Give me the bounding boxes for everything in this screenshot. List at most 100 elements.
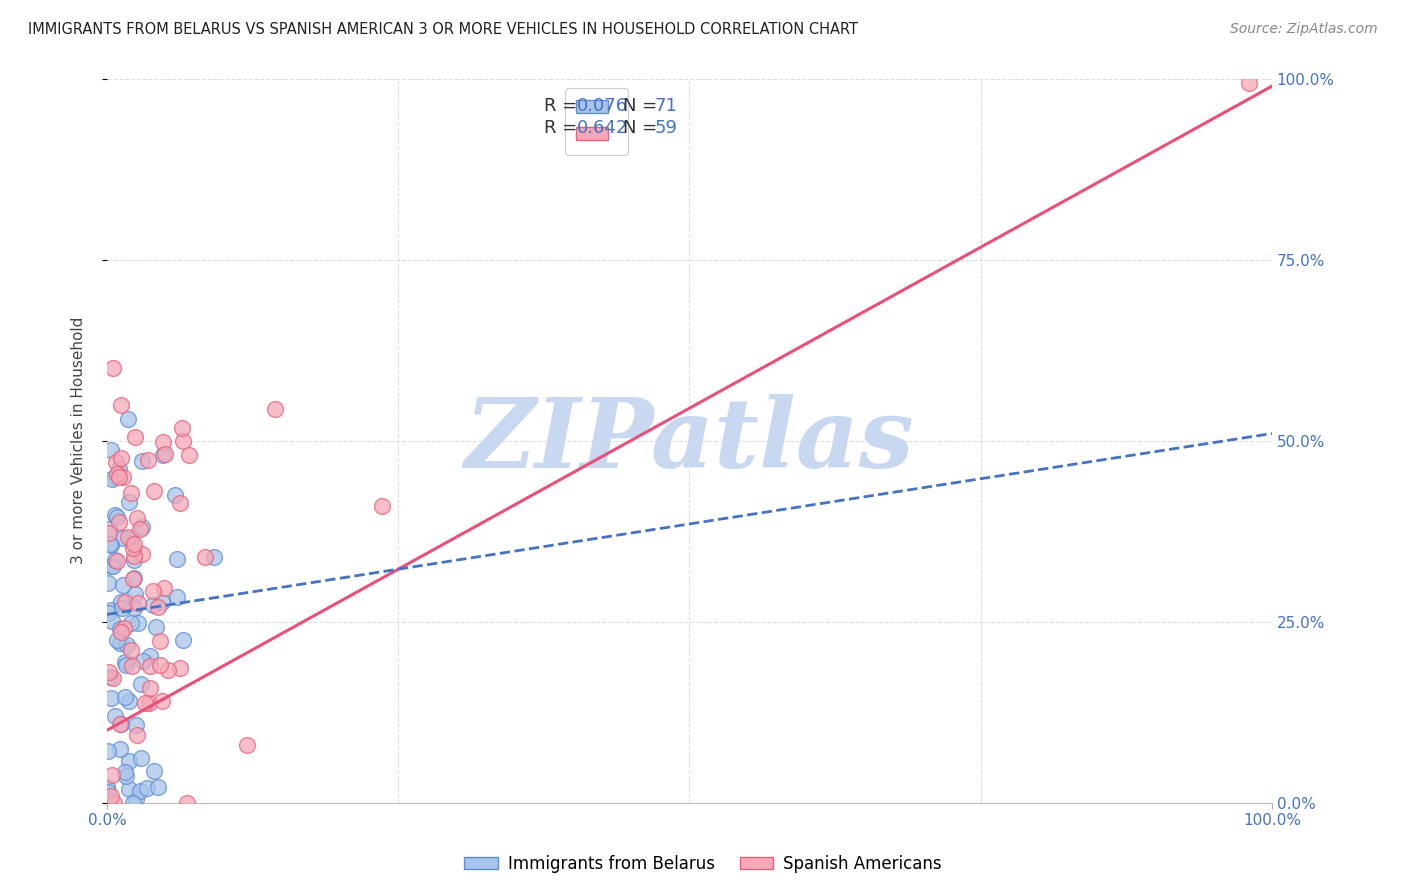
Point — [176, 796, 198, 810]
Point — [105, 467, 128, 481]
Point — [105, 510, 128, 524]
Point — [170, 421, 193, 435]
Point — [114, 655, 136, 669]
Point — [100, 691, 122, 706]
Point — [110, 594, 132, 608]
Point — [132, 654, 155, 668]
Point — [108, 470, 131, 484]
Text: 71: 71 — [655, 97, 678, 115]
Point — [120, 533, 142, 547]
Point — [169, 496, 191, 510]
Point — [125, 718, 148, 732]
Point — [129, 751, 152, 765]
Point — [114, 690, 136, 704]
Point — [128, 523, 150, 537]
Point — [124, 600, 146, 615]
Point — [104, 470, 127, 484]
Text: 0.642: 0.642 — [576, 119, 628, 136]
Point — [371, 499, 394, 513]
Point — [122, 549, 145, 564]
Point — [103, 671, 125, 685]
Text: N =: N = — [623, 119, 664, 136]
Point — [146, 600, 169, 615]
Point — [153, 447, 176, 461]
Point — [125, 510, 148, 524]
Point — [145, 620, 167, 634]
Point — [111, 578, 134, 592]
Point — [138, 659, 160, 673]
Point — [112, 621, 135, 635]
Text: 0.076: 0.076 — [576, 97, 627, 115]
Point — [131, 520, 153, 534]
Point — [114, 595, 136, 609]
Point — [111, 531, 134, 545]
Text: R =: R = — [544, 119, 583, 136]
Point — [146, 780, 169, 794]
Point — [108, 622, 131, 636]
Point — [97, 784, 120, 798]
Point — [108, 515, 131, 529]
Legend: Immigrants from Belarus, Spanish Americans: Immigrants from Belarus, Spanish America… — [458, 848, 948, 880]
Point — [118, 694, 141, 708]
Point — [169, 661, 191, 675]
Point — [115, 638, 138, 652]
Point — [138, 696, 160, 710]
Point — [105, 632, 128, 647]
Point — [142, 483, 165, 498]
Point — [108, 462, 131, 476]
Point — [104, 455, 127, 469]
Point — [120, 643, 142, 657]
Point — [103, 796, 125, 810]
Point — [127, 596, 149, 610]
Point — [142, 598, 165, 612]
Point — [100, 559, 122, 574]
Point — [97, 576, 120, 591]
Legend: , : , — [565, 88, 628, 154]
Point — [98, 522, 121, 536]
Point — [117, 530, 139, 544]
Point — [110, 742, 132, 756]
Point — [101, 768, 124, 782]
Point — [134, 696, 156, 710]
Point — [104, 553, 127, 567]
Point — [98, 607, 121, 621]
Point — [153, 581, 176, 595]
Point — [150, 595, 173, 609]
Point — [139, 648, 162, 663]
Point — [194, 550, 217, 565]
Point — [172, 434, 194, 448]
Point — [142, 583, 165, 598]
Point — [172, 632, 194, 647]
Point — [115, 658, 138, 673]
Point — [177, 448, 200, 462]
Point — [101, 472, 124, 486]
Point — [124, 430, 146, 444]
Point — [135, 781, 157, 796]
Point — [110, 624, 132, 639]
Point — [124, 536, 146, 550]
Point — [98, 665, 121, 679]
Point — [108, 717, 131, 731]
Point — [131, 454, 153, 468]
Point — [124, 587, 146, 601]
Point — [100, 789, 122, 804]
Point — [114, 764, 136, 779]
Point — [110, 717, 132, 731]
Point — [101, 361, 124, 376]
Point — [152, 448, 174, 462]
Point — [103, 558, 125, 573]
Point — [103, 508, 125, 523]
Point — [100, 670, 122, 684]
Point — [136, 452, 159, 467]
Point — [110, 600, 132, 615]
Point — [127, 615, 149, 630]
Point — [121, 659, 143, 673]
Point — [264, 401, 287, 416]
Point — [118, 754, 141, 768]
Text: 59: 59 — [655, 119, 678, 136]
Point — [236, 738, 259, 752]
Point — [125, 791, 148, 805]
Point — [112, 470, 135, 484]
Point — [157, 663, 180, 677]
Point — [202, 550, 225, 565]
